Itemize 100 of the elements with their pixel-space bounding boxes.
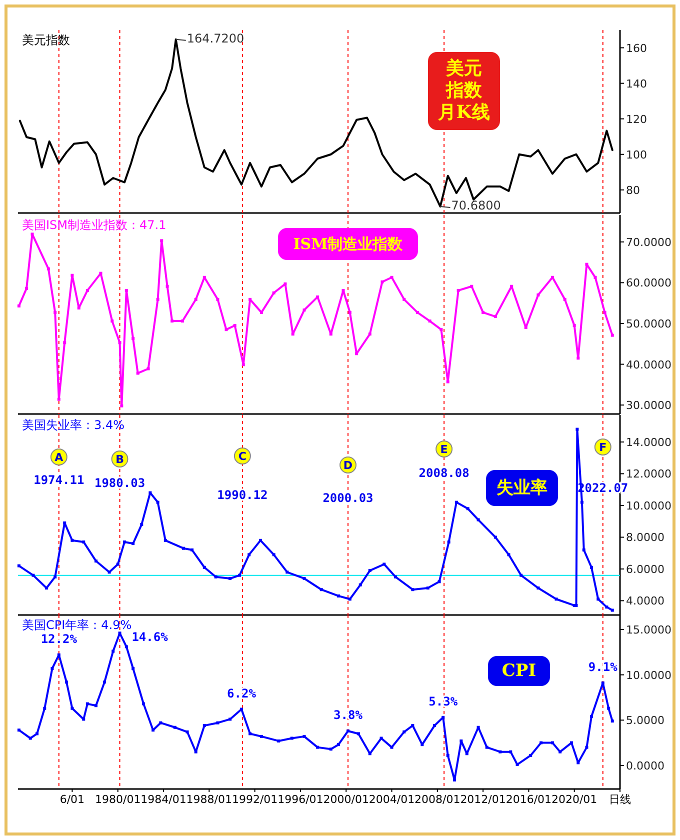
point [286, 570, 289, 574]
point [164, 538, 167, 542]
point [272, 553, 276, 556]
point [476, 518, 480, 522]
chart-title: 美国失业率：3.4% [22, 418, 124, 432]
chart-title: 美国ISM制造业指数：47.1 [22, 218, 166, 232]
annotation: F [599, 441, 607, 454]
y-tick-label: 8.0000 [626, 531, 664, 544]
x-tick-label: 1996/01 [278, 793, 324, 806]
annotation: ISM制造业指数 [278, 228, 418, 260]
x-tick-label: 2020/01 [552, 793, 598, 806]
point [108, 570, 111, 574]
x-tick-label: 1992/01 [232, 793, 278, 806]
y-tick-label: 14.0000 [626, 436, 672, 449]
point [94, 560, 98, 563]
ref-line-label: 2000.03 [322, 491, 374, 505]
y-tick-label: 6.0000 [626, 562, 664, 576]
x-tick-label: 2000/01 [323, 793, 369, 806]
point [156, 500, 160, 504]
point [190, 548, 194, 552]
point [358, 583, 362, 586]
point [438, 580, 441, 584]
ref-line-label: 2008.08 [418, 466, 470, 480]
y-tick-label: 5.0000 [626, 714, 664, 728]
point [454, 500, 458, 504]
point [54, 575, 57, 578]
point [320, 588, 323, 592]
point [32, 574, 35, 577]
x-tick-label: 1988/01 [186, 793, 232, 806]
annotation: 美元指数月K线 [428, 52, 500, 130]
point [148, 491, 152, 494]
point [576, 428, 579, 431]
x-tick-label: 2016/01 [506, 793, 552, 806]
annotation: D [343, 459, 353, 472]
annotation: 失业率 [486, 470, 558, 506]
annotation: 9.1% [588, 660, 618, 674]
ref-line-label: 1980.03 [94, 476, 146, 490]
y-tick-label: 15.0000 [626, 624, 672, 636]
point [214, 575, 218, 578]
point [466, 507, 470, 510]
point [202, 566, 206, 569]
y-tick-label: 30.0000 [626, 399, 672, 412]
point [63, 521, 66, 524]
point [140, 523, 144, 526]
y-tick-label: 0.0000 [626, 759, 664, 772]
point [582, 548, 586, 552]
annotation: 5.3% [428, 694, 458, 708]
point [382, 562, 386, 566]
annotation: 164.7200 [186, 31, 244, 46]
annotation: 12.2% [40, 632, 78, 646]
point [554, 598, 558, 601]
point [596, 598, 600, 601]
y-tick-label: 120 [626, 112, 647, 126]
y-tick-label: 80 [626, 184, 640, 197]
x-tick-label: 1984/01 [140, 793, 186, 806]
point [507, 553, 510, 556]
x-tick-label: 2012/01 [460, 793, 506, 806]
x-tick-label: 6/01 [60, 793, 85, 806]
point [82, 540, 86, 544]
point [536, 586, 540, 590]
ref-line-label: 1990.12 [217, 488, 268, 502]
y-tick-label: 60.0000 [626, 276, 672, 290]
point [132, 542, 135, 546]
point [590, 566, 593, 569]
point [426, 586, 430, 590]
y-tick-label: 100 [626, 148, 647, 162]
ref-line-label: 1974.11 [34, 473, 84, 487]
y-tick-label: 160 [626, 42, 647, 55]
point [182, 546, 185, 550]
y-tick-label: 40.0000 [626, 358, 672, 372]
x-tick-label: 1980/01 [95, 793, 141, 806]
annotation: A [54, 451, 64, 464]
annotation: 70.6800 [451, 198, 501, 212]
point [494, 536, 497, 539]
point [580, 500, 584, 504]
point [368, 569, 372, 572]
point [116, 562, 120, 566]
y-tick-label: 70.0000 [626, 236, 672, 249]
point [17, 564, 20, 568]
point [605, 606, 608, 609]
x-tick-label: 日线 [609, 793, 631, 806]
x-tick-label: 2004/01 [368, 793, 415, 806]
point [302, 576, 306, 580]
point [394, 575, 398, 578]
x-tick-label: 2008/01 [414, 793, 460, 806]
point [348, 598, 352, 601]
point [228, 576, 232, 580]
chart-title: 美元指数 [22, 33, 70, 47]
chart-title: 美国CPI年率：4.9% [22, 618, 132, 632]
point [411, 588, 414, 592]
point [336, 594, 340, 598]
point [610, 608, 614, 612]
point [447, 540, 450, 544]
annotation: CPI [488, 656, 550, 686]
annotation: 6.2% [227, 686, 257, 700]
y-tick-label: 140 [626, 77, 647, 90]
point [248, 553, 251, 556]
y-tick-label: 50.0000 [626, 317, 672, 330]
annotation: 14.6% [132, 630, 169, 644]
y-tick-label: 10.0000 [626, 499, 672, 512]
